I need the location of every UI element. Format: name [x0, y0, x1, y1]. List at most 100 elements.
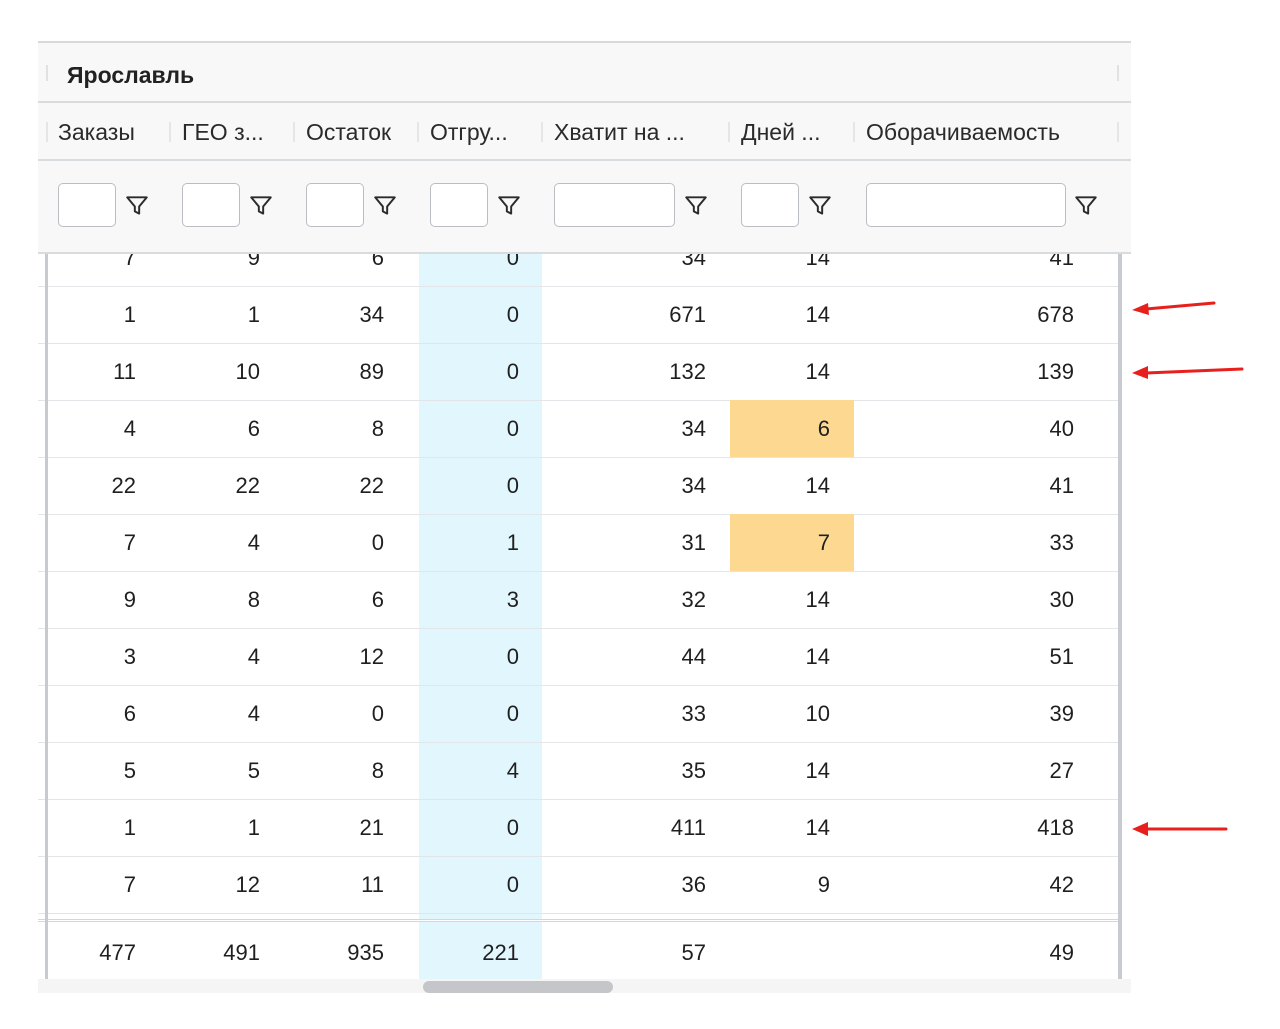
- column-header-enough[interactable]: Хватит на ...: [554, 119, 685, 145]
- total-stock: 935: [347, 940, 384, 965]
- cell-turnover: 139: [1037, 359, 1074, 384]
- column-separator[interactable]: [728, 122, 730, 142]
- cell-orders: 4: [123, 416, 136, 441]
- filter-funnel-icon[interactable]: [496, 193, 522, 219]
- table-row[interactable]: 3 4 12 0 44 14 51: [38, 628, 1121, 686]
- cell-days: 9: [817, 872, 830, 897]
- column-header-turnover[interactable]: Оборачиваемость: [866, 119, 1060, 145]
- table-row[interactable]: 7 9 6 0 34 14 41: [38, 254, 1121, 287]
- filter-input-enough[interactable]: [554, 183, 675, 227]
- cell-orders: 5: [123, 758, 136, 783]
- filter-input-orders[interactable]: [58, 183, 116, 227]
- filter-input-geo[interactable]: [182, 183, 240, 227]
- cell-days: 6: [817, 416, 830, 441]
- cell-enough: 36: [681, 872, 706, 897]
- table-row[interactable]: 7 4 0 1 31 7 33: [38, 514, 1121, 572]
- table-row[interactable]: 6 4 0 0 33 10 39: [38, 685, 1121, 743]
- filter-funnel-icon[interactable]: [683, 193, 709, 219]
- cell-turnover: 41: [1049, 473, 1074, 498]
- cell-shipped: 0: [506, 815, 519, 840]
- cell-stock: 21: [359, 815, 384, 840]
- cell-turnover: 40: [1049, 416, 1074, 441]
- cell-stock: 0: [371, 701, 384, 726]
- cell-geo: 1: [247, 302, 260, 327]
- column-separator[interactable]: [541, 122, 543, 142]
- table-row[interactable]: 11 10 89 0 132 14 139: [38, 343, 1121, 401]
- column-header-stock[interactable]: Остаток: [306, 119, 392, 145]
- cell-enough: 34: [681, 254, 706, 270]
- cell-days: 14: [805, 815, 830, 840]
- cell-days: 10: [805, 701, 830, 726]
- cell-geo: 10: [235, 359, 260, 384]
- cell-geo: 4: [247, 701, 260, 726]
- table-row[interactable]: 1 1 21 0 411 14 418: [38, 799, 1121, 857]
- cell-days: 14: [805, 758, 830, 783]
- total-shipped: 221: [482, 940, 519, 965]
- filter-funnel-icon[interactable]: [124, 193, 150, 219]
- cell-stock: 89: [359, 359, 384, 384]
- cell-stock: 8: [371, 758, 384, 783]
- column-header-orders[interactable]: Заказы: [58, 119, 135, 145]
- cell-orders: 11: [113, 359, 136, 384]
- cell-stock: 0: [371, 530, 384, 555]
- table-row[interactable]: 1 1 34 0 671 14 678: [38, 286, 1121, 344]
- table-row[interactable]: 22 22 22 0 34 14 41: [38, 457, 1121, 515]
- column-separator[interactable]: [853, 122, 855, 142]
- days-warning-highlight: [730, 400, 854, 457]
- cell-enough: 44: [681, 644, 706, 669]
- cell-geo: 1: [247, 815, 260, 840]
- cell-enough: 34: [681, 416, 706, 441]
- column-separator[interactable]: [169, 122, 171, 142]
- filter-funnel-icon[interactable]: [248, 193, 274, 219]
- filter-funnel-icon[interactable]: [807, 193, 833, 219]
- filter-input-stock[interactable]: [306, 183, 364, 227]
- filter-input-turnover[interactable]: [866, 183, 1066, 227]
- column-separator[interactable]: [417, 122, 419, 142]
- cell-shipped: 0: [506, 644, 519, 669]
- table-row[interactable]: 5 5 8 4 35 14 27: [38, 742, 1121, 800]
- cell-geo: 12: [235, 872, 260, 897]
- filter-input-days[interactable]: [741, 183, 799, 227]
- table-row[interactable]: 7 12 11 0 36 9 42: [38, 856, 1121, 914]
- column-header-geo[interactable]: ГЕО з...: [182, 119, 264, 145]
- table-row[interactable]: 9 8 6 3 32 14 30: [38, 571, 1121, 629]
- total-turnover: 49: [1049, 940, 1074, 965]
- horizontal-scrollbar[interactable]: [38, 979, 1131, 993]
- column-header-days[interactable]: Дней ...: [741, 119, 821, 145]
- cell-enough: 411: [670, 815, 706, 840]
- cell-turnover: 30: [1049, 587, 1074, 612]
- group-title: Ярославль: [67, 62, 195, 88]
- column-header-row: Заказы ГЕО з... Остаток Отгру... Хватит …: [38, 103, 1131, 161]
- table-row[interactable]: 4 6 8 0 34 6 40: [38, 400, 1121, 458]
- filter-funnel-icon[interactable]: [1073, 193, 1099, 219]
- grid-left-border: [45, 254, 48, 979]
- red-arrow-icon: [1132, 301, 1216, 315]
- cell-stock: 6: [371, 587, 384, 612]
- column-separator[interactable]: [46, 122, 48, 142]
- cell-enough: 34: [681, 473, 706, 498]
- cell-shipped: 3: [506, 587, 519, 612]
- shipped-column-highlight: [419, 922, 542, 982]
- total-enough: 57: [681, 940, 706, 965]
- data-grid: Ярославль Заказы ГЕО з... Остаток Отгру.…: [38, 41, 1131, 993]
- cell-turnover: 39: [1049, 701, 1074, 726]
- filter-input-shipped[interactable]: [430, 183, 488, 227]
- header-edge-left: [46, 65, 48, 81]
- column-header-shipped[interactable]: Отгру...: [430, 119, 508, 145]
- cell-geo: 22: [235, 473, 260, 498]
- cell-shipped: 0: [506, 302, 519, 327]
- cell-stock: 11: [361, 872, 384, 897]
- filter-row: [38, 161, 1131, 254]
- cell-geo: 9: [247, 254, 260, 270]
- scrollbar-thumb[interactable]: [423, 981, 613, 993]
- cell-geo: 5: [247, 758, 260, 783]
- cell-stock: 34: [359, 302, 384, 327]
- column-separator[interactable]: [1117, 122, 1119, 142]
- total-geo: 491: [223, 940, 260, 965]
- cell-days: 14: [805, 587, 830, 612]
- column-separator[interactable]: [293, 122, 295, 142]
- cell-enough: 31: [681, 530, 706, 555]
- filter-funnel-icon[interactable]: [372, 193, 398, 219]
- days-warning-highlight: [730, 514, 854, 571]
- cell-enough: 671: [669, 302, 706, 327]
